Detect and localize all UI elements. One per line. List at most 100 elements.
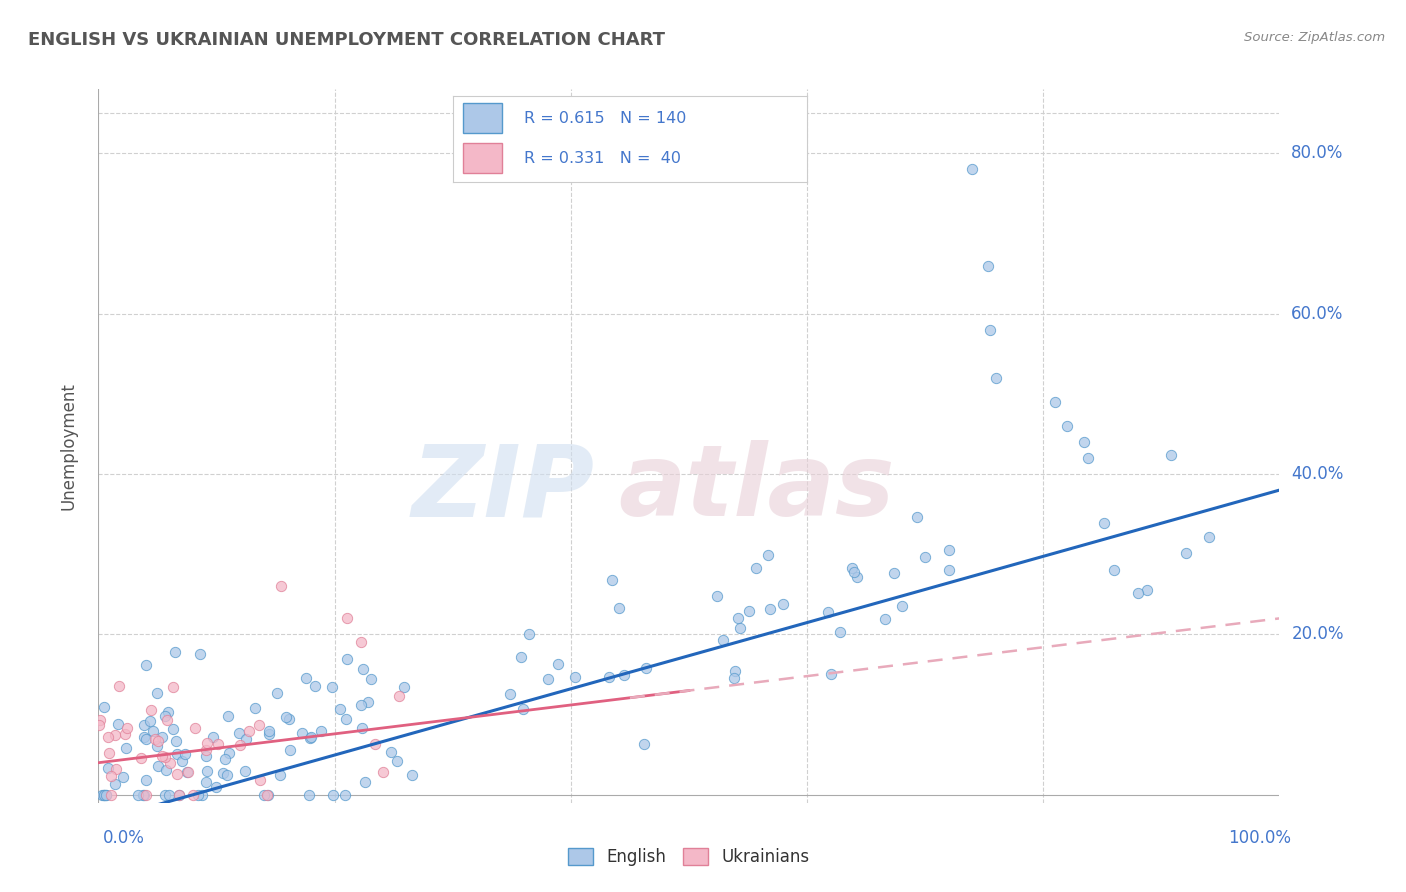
Point [335,712,357,726]
Point [962,162,984,177]
Point [135,657,157,672]
Point [564,670,586,684]
Point [138,714,160,728]
Point [166,767,188,781]
Point [350,698,373,712]
Point [329,702,352,716]
Point [104,777,127,791]
Point [235,732,257,747]
Point [772,597,794,611]
Point [93,788,115,802]
Point [388,690,411,704]
Point [354,775,377,789]
Point [153,708,176,723]
Point [350,635,373,649]
Point [245,701,267,715]
Point [135,773,157,788]
Y-axis label: Unemployment: Unemployment [59,382,77,510]
Point [135,731,157,746]
Point [249,718,271,732]
Point [841,561,863,575]
Point [165,733,187,747]
Point [205,780,228,794]
Point [738,603,761,617]
Point [142,724,165,739]
Point [512,702,534,716]
Text: 20.0%: 20.0% [1291,625,1344,643]
Point [633,737,655,751]
Point [1160,448,1182,462]
Text: 0.0%: 0.0% [103,829,145,847]
Point [217,709,239,723]
Point [194,775,217,789]
Point [89,713,111,727]
Point [132,788,155,802]
Point [333,788,356,802]
Point [187,788,209,802]
Point [274,710,297,724]
Point [301,730,323,744]
Point [143,731,166,746]
Point [89,717,111,731]
Point [170,754,193,768]
Point [181,788,204,802]
Point [256,788,278,802]
Point [294,672,316,686]
Point [298,731,321,746]
Point [215,768,238,782]
Point [167,788,190,802]
Point [269,768,291,782]
Point [238,724,260,739]
Point [266,686,288,700]
Point [207,737,229,751]
Point [156,713,179,727]
Point [127,788,149,802]
Point [321,681,343,695]
Point [352,661,374,675]
Point [977,259,1000,273]
Point [758,601,780,615]
Point [146,739,169,753]
Point [97,730,120,744]
Point [257,724,280,739]
Point [311,724,333,739]
Point [166,747,188,761]
Point [114,727,136,741]
Point [298,788,321,802]
Point [191,788,214,802]
Point [214,752,236,766]
Point [150,730,173,744]
Point [1092,516,1115,530]
Point [820,666,842,681]
Point [257,788,280,802]
Point [745,561,768,575]
Point [1136,583,1159,598]
Point [817,605,839,619]
Point [357,695,380,709]
Point [1175,546,1198,560]
Point [94,788,117,802]
Point [132,788,155,802]
Point [115,740,138,755]
Point [195,736,218,750]
Point [600,574,623,588]
Point [598,670,620,684]
Point [401,768,423,782]
Point [537,672,560,686]
Point [253,788,276,802]
Point [135,788,157,802]
Point [270,579,292,593]
Point [229,738,252,752]
Point [380,745,402,759]
Point [1073,435,1095,450]
Point [156,705,179,719]
Point [146,734,169,748]
Point [706,590,728,604]
Point [155,750,177,764]
Text: ENGLISH VS UKRAINIAN UNEMPLOYMENT CORRELATION CHART: ENGLISH VS UKRAINIAN UNEMPLOYMENT CORREL… [28,31,665,49]
Point [233,764,256,778]
Point [93,788,115,802]
Point [105,762,128,776]
Point [259,727,281,741]
Point [132,718,155,732]
